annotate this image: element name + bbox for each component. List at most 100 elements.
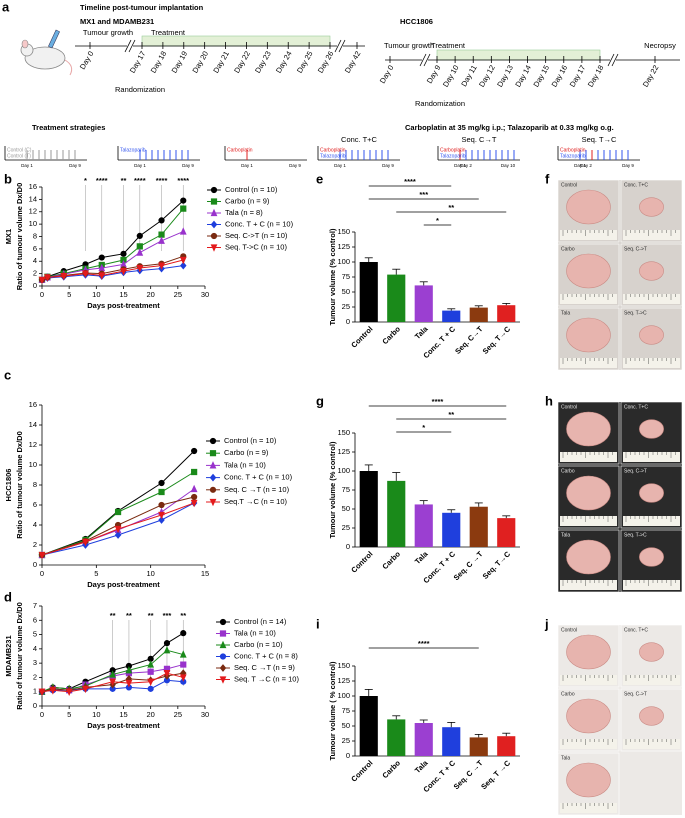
bar: [497, 736, 516, 756]
y-axis-title: Ratio of tumour volume Dx/D0: [15, 602, 24, 710]
y-tick-label: 0: [33, 560, 37, 569]
legend-marker: [219, 664, 227, 672]
x-tick-label: Seq. C→T: [453, 324, 485, 356]
tumour: [639, 325, 664, 345]
y-tick-label: 25: [342, 302, 350, 311]
legend-label: Control (n = 14): [234, 617, 287, 626]
y-tick-label: 50: [342, 287, 350, 296]
legend-label: Carbo (n = 10): [234, 640, 283, 649]
marker: [158, 511, 165, 520]
legend-marker: [210, 220, 218, 229]
y-tick-label: 0: [33, 281, 37, 290]
y-tick-label: 2: [33, 269, 37, 278]
day-label: Day 42: [343, 49, 363, 74]
legend-label: Seq. T →C (n = 10): [234, 674, 299, 683]
day-label: Day 19: [170, 49, 190, 74]
x-tick-label: 30: [201, 710, 209, 719]
marker: [125, 665, 133, 674]
ruler: [623, 358, 680, 368]
y-tick-label: 16: [29, 400, 37, 409]
axis-break: [610, 54, 616, 66]
strategy-name: Seq. C→T: [461, 135, 496, 144]
bar: [387, 480, 406, 547]
x-tick-label: Control: [349, 324, 374, 349]
bar: [414, 285, 433, 322]
treatment-period: [141, 35, 331, 47]
legend-marker: [219, 630, 227, 637]
x-tick-label: 10: [146, 569, 154, 578]
tumour: [639, 197, 664, 217]
photo-label: Tala: [561, 532, 570, 538]
bar: [359, 471, 378, 547]
photo-label: Tala: [561, 310, 570, 316]
x-tick-label: 0: [40, 710, 44, 719]
ruler: [623, 230, 680, 240]
y-tick-label: 8: [33, 480, 37, 489]
phase-label: Treatment: [431, 41, 466, 50]
legend-marker: [210, 232, 218, 240]
bar: [442, 512, 461, 547]
bracket-label: **: [448, 203, 454, 212]
significance-label: **: [126, 611, 132, 620]
ruler: [560, 358, 617, 368]
day-label: Day 23: [253, 49, 273, 74]
marker: [163, 670, 171, 678]
marker: [38, 551, 46, 560]
day-label: Day 9: [425, 63, 443, 84]
strategy-label: Control (C): [7, 147, 32, 153]
marker: [191, 493, 198, 501]
panel-letter: f: [545, 171, 550, 186]
legend-label: Control (n = 10): [225, 185, 278, 194]
timeline-title: Timeline post-tumour implantation: [80, 3, 204, 12]
bracket-label: *: [436, 216, 439, 225]
panel-letter: h: [545, 393, 553, 408]
strategy-day: Day 1: [21, 163, 33, 168]
day-label: Day 20: [190, 49, 210, 74]
end-label: Necropsy: [644, 41, 676, 50]
significance-label: **: [148, 611, 154, 620]
phase-label: Tumour growth: [83, 28, 133, 37]
marker: [147, 660, 155, 668]
strategy-day: Day 1: [241, 163, 253, 168]
day-label: Day 26: [316, 49, 336, 74]
marker: [82, 270, 89, 278]
legend-marker: [210, 198, 218, 205]
marker: [136, 232, 143, 239]
axis-break: [338, 39, 346, 53]
x-tick-label: 5: [67, 290, 71, 299]
legend-label: Conc. T + C (n = 8): [234, 651, 298, 660]
tumour: [639, 483, 664, 503]
event-label: Randomization: [115, 85, 165, 94]
day-label: Day 13: [495, 63, 515, 88]
ruler: [623, 452, 680, 462]
day-label: Day 18: [149, 49, 169, 74]
dosing-note: Carboplatin at 35 mg/kg i.p.; Talazopari…: [405, 123, 614, 132]
x-tick-label: 25: [174, 710, 182, 719]
y-tick-label: 0: [33, 701, 37, 710]
phase-label: Treatment: [151, 28, 186, 37]
strategy-label: Talazoparib: [120, 147, 146, 153]
y-axis-title: Tumour volume ( % control): [328, 661, 337, 761]
x-axis-title: Days post-treatment: [87, 301, 160, 310]
marker: [98, 254, 105, 261]
ruler: [623, 580, 680, 590]
marker: [191, 468, 198, 476]
tumour: [566, 539, 611, 575]
y-tick-label: 4: [33, 256, 37, 265]
day-label: Day 21: [211, 49, 231, 74]
day-label: Day 12: [477, 63, 497, 88]
marker: [44, 274, 51, 282]
marker: [147, 655, 154, 662]
x-tick-label: 15: [119, 710, 127, 719]
ruler: [623, 675, 680, 685]
y-tick-label: 12: [29, 440, 37, 449]
photo-label: Control: [561, 182, 577, 188]
y-tick-label: 5: [33, 630, 37, 639]
day-label: Day 24: [274, 49, 294, 74]
y-tick-label: 8: [33, 231, 37, 240]
axis-break: [124, 39, 132, 53]
y-axis-title: Ratio of tumour volume Dx/D0: [15, 183, 24, 291]
strategy-label: Carboplatin: [320, 147, 346, 153]
ruler: [560, 803, 617, 813]
